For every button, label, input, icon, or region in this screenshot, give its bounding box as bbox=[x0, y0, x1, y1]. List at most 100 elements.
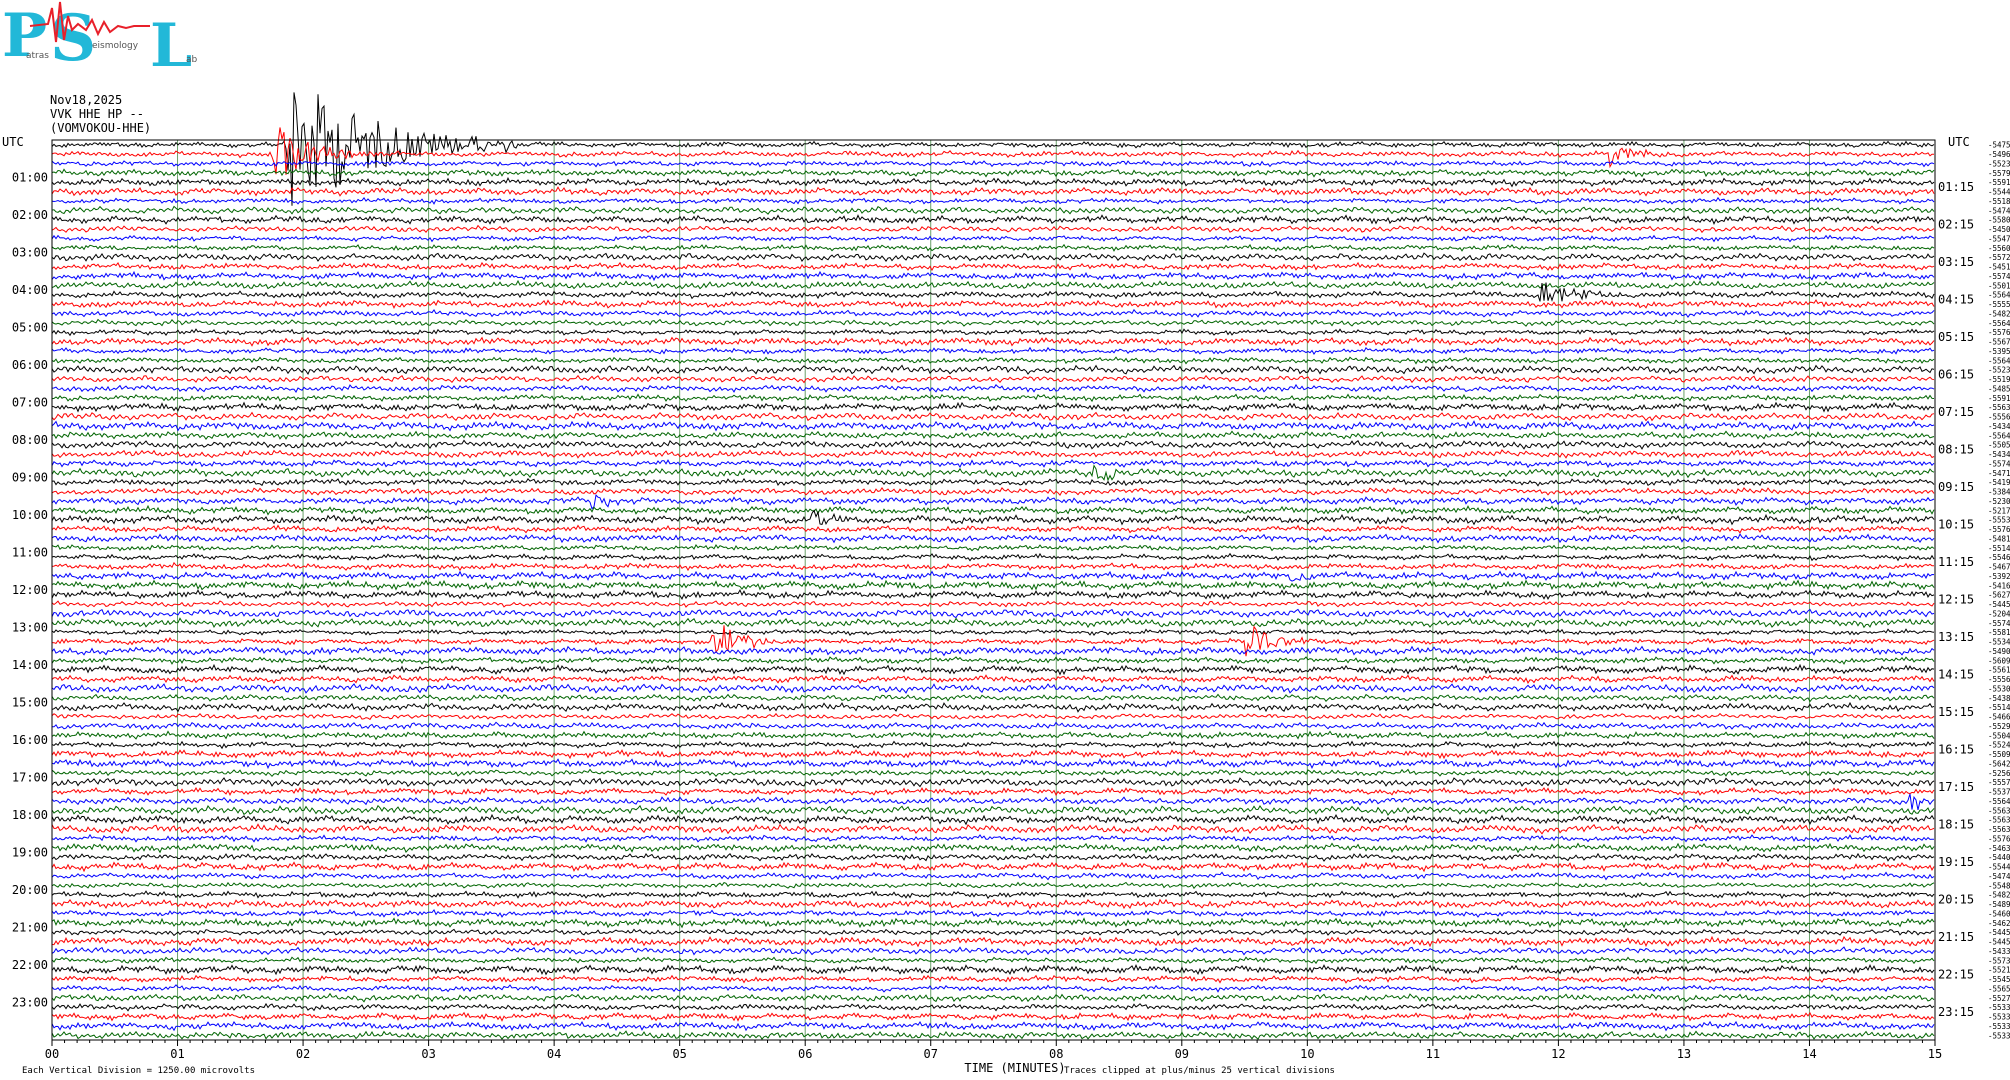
trace-line bbox=[52, 721, 1935, 731]
left-hour-label: 04:00 bbox=[12, 283, 48, 297]
trace-line bbox=[51, 224, 1935, 234]
trace-line bbox=[51, 504, 1935, 516]
trace-offset-label: -5580 bbox=[1988, 216, 2010, 225]
trace-offset-label: -5514 bbox=[1988, 703, 2010, 712]
trace-offset-label: -5564 bbox=[1988, 319, 2010, 328]
trace-line bbox=[51, 793, 1935, 811]
axes bbox=[51, 139, 1936, 1046]
x-tick-label: 15 bbox=[1928, 1047, 1942, 1061]
trace-line bbox=[51, 494, 1935, 510]
trace-line bbox=[51, 186, 1935, 197]
right-hour-label: 23:15 bbox=[1938, 1005, 1974, 1019]
right-hour-label: 22:15 bbox=[1938, 967, 1974, 981]
svg-text:atras: atras bbox=[26, 51, 49, 61]
x-tick-label: 05 bbox=[672, 1047, 686, 1061]
x-tick-label: 02 bbox=[296, 1047, 310, 1061]
trace-offset-label: -5466 bbox=[1988, 713, 2010, 722]
x-tick-label: 11 bbox=[1426, 1047, 1440, 1061]
trace-offset-label: -5546 bbox=[1988, 553, 2010, 562]
left-utc-label: UTC bbox=[2, 135, 24, 149]
trace-line bbox=[51, 261, 1935, 272]
plot-frame bbox=[51, 139, 1936, 1041]
trace-offset-label: -5434 bbox=[1988, 450, 2010, 459]
trace-line bbox=[51, 92, 1935, 206]
svg-text:S: S bbox=[50, 1, 96, 72]
trace-line bbox=[51, 346, 1935, 355]
trace-line bbox=[51, 252, 1935, 263]
trace-offset-label: -5591 bbox=[1988, 178, 2010, 187]
left-hour-label: 20:00 bbox=[12, 883, 48, 897]
left-hour-label: 01:00 bbox=[12, 171, 48, 185]
right-hour-label: 05:15 bbox=[1938, 330, 1974, 344]
right-hour-label: 17:15 bbox=[1938, 780, 1974, 794]
trace-line bbox=[51, 544, 1935, 552]
trace-line bbox=[51, 524, 1935, 534]
trace-offset-label: -5561 bbox=[1988, 666, 2010, 675]
trace-line bbox=[51, 984, 1935, 993]
trace-offset-label: -5529 bbox=[1988, 722, 2010, 731]
x-tick-label: 04 bbox=[547, 1047, 561, 1061]
trace-offset-label: -5544 bbox=[1988, 188, 2010, 197]
right-hour-label: 07:15 bbox=[1938, 405, 1974, 419]
trace-line bbox=[51, 608, 1935, 619]
trace-line bbox=[51, 625, 1935, 657]
trace-line bbox=[51, 234, 1935, 243]
right-hour-label: 13:15 bbox=[1938, 630, 1974, 644]
right-hour-label: 11:15 bbox=[1938, 555, 1974, 569]
trace-offset-label: -5564 bbox=[1988, 291, 2010, 300]
trace-line bbox=[51, 748, 1935, 760]
trace-offset-label: -5482 bbox=[1988, 309, 2010, 318]
trace-offset-label: -5392 bbox=[1988, 572, 2010, 581]
trace-offset-label: -5514 bbox=[1988, 544, 2010, 553]
trace-offset-label: -5576 bbox=[1988, 328, 2010, 337]
trace-line bbox=[51, 449, 1935, 459]
right-hour-label: 19:15 bbox=[1938, 855, 1974, 869]
trace-offset-label: -5521 bbox=[1988, 966, 2010, 975]
trace-offset-label: -5576 bbox=[1988, 834, 2010, 843]
trace-line bbox=[51, 356, 1935, 365]
trace-line bbox=[51, 588, 1935, 600]
trace-line bbox=[51, 757, 1935, 770]
trace-line bbox=[51, 946, 1935, 956]
trace-offset-label: -5490 bbox=[1988, 647, 2010, 656]
trace-offset-label: -5518 bbox=[1988, 197, 2010, 206]
x-tick-label: 14 bbox=[1802, 1047, 1816, 1061]
trace-line bbox=[51, 177, 1935, 188]
station-code: VVK HHE HP -- bbox=[50, 107, 144, 121]
trace-line bbox=[51, 786, 1935, 797]
trace-offset-label: -5450 bbox=[1988, 225, 2010, 234]
trace-line bbox=[51, 477, 1935, 487]
trace-offset-label: -5501 bbox=[1988, 281, 2010, 290]
trace-line bbox=[51, 1030, 1935, 1041]
trace-offset-label: -5440 bbox=[1988, 853, 2010, 862]
trace-line bbox=[51, 533, 1935, 544]
trace-offset-label: -5563 bbox=[1988, 816, 2010, 825]
left-hour-label: 22:00 bbox=[12, 958, 48, 972]
trace-offset-label: -5523 bbox=[1988, 366, 2010, 375]
left-hour-label: 05:00 bbox=[12, 321, 48, 335]
trace-line bbox=[51, 928, 1935, 937]
trace-line bbox=[51, 279, 1935, 290]
svg-text:ab: ab bbox=[186, 55, 198, 65]
trace-line bbox=[51, 701, 1935, 713]
trace-offset-label: -5527 bbox=[1988, 994, 2010, 1003]
left-hour-label: 02:00 bbox=[12, 208, 48, 222]
right-hour-label: 02:15 bbox=[1938, 217, 1974, 231]
left-hour-label: 03:00 bbox=[12, 246, 48, 260]
trace-line bbox=[51, 411, 1935, 422]
left-hour-label: 09:00 bbox=[12, 471, 48, 485]
trace-offset-label: -5574 bbox=[1988, 272, 2010, 281]
left-hour-label: 14:00 bbox=[12, 658, 48, 672]
right-hour-label: 10:15 bbox=[1938, 517, 1974, 531]
trace-line bbox=[51, 600, 1935, 608]
trace-offset-label: -5463 bbox=[1988, 844, 2010, 853]
right-hour-label: 04:15 bbox=[1938, 292, 1974, 306]
right-utc-label: UTC bbox=[1948, 135, 1970, 149]
trace-line bbox=[51, 813, 1935, 826]
record-date: Nov18,2025 bbox=[50, 93, 123, 107]
trace-offset-label: -5467 bbox=[1988, 563, 2010, 572]
axis-labels: 00 01 02 03 04 05 06 07 08 09 10 11 12 13 14 15 TIME (MI… bbox=[2, 135, 2010, 1075]
trace-offset-label: -5505 bbox=[1988, 441, 2010, 450]
trace-offset-label: -5642 bbox=[1988, 759, 2010, 768]
x-tick-label: 01 bbox=[170, 1047, 184, 1061]
